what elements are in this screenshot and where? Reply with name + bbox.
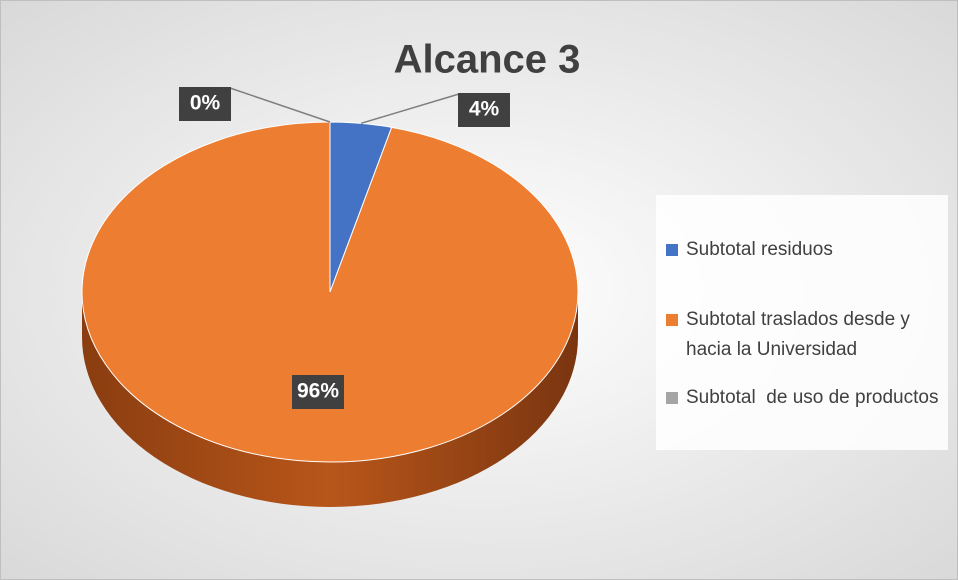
legend-label: Subtotal residuos [686, 239, 833, 260]
data-label: 96% [297, 380, 339, 403]
legend-item: Subtotal traslados desde y hacia la Univ… [666, 305, 941, 365]
data-label: 4% [469, 98, 500, 121]
legend-item: Subtotal de uso de productos [666, 383, 941, 413]
pie-side [82, 292, 578, 507]
legend-swatch [666, 314, 678, 326]
label-box [179, 87, 231, 121]
legend-swatch [666, 392, 678, 404]
chart-title: Alcance 3 [394, 38, 581, 82]
leader-line [360, 93, 460, 125]
legend-swatch [666, 244, 678, 256]
legend-label: Subtotal de uso de productos [686, 387, 939, 408]
legend-item: Subtotal residuos [666, 235, 941, 265]
label-box [458, 93, 510, 127]
data-label: 0% [190, 92, 221, 115]
legend-label: Subtotal traslados desde y hacia la Univ… [686, 309, 916, 360]
label-box [292, 375, 344, 409]
legend: Subtotal residuos Subtotal traslados desd… [656, 195, 948, 450]
leader-line [229, 87, 331, 123]
